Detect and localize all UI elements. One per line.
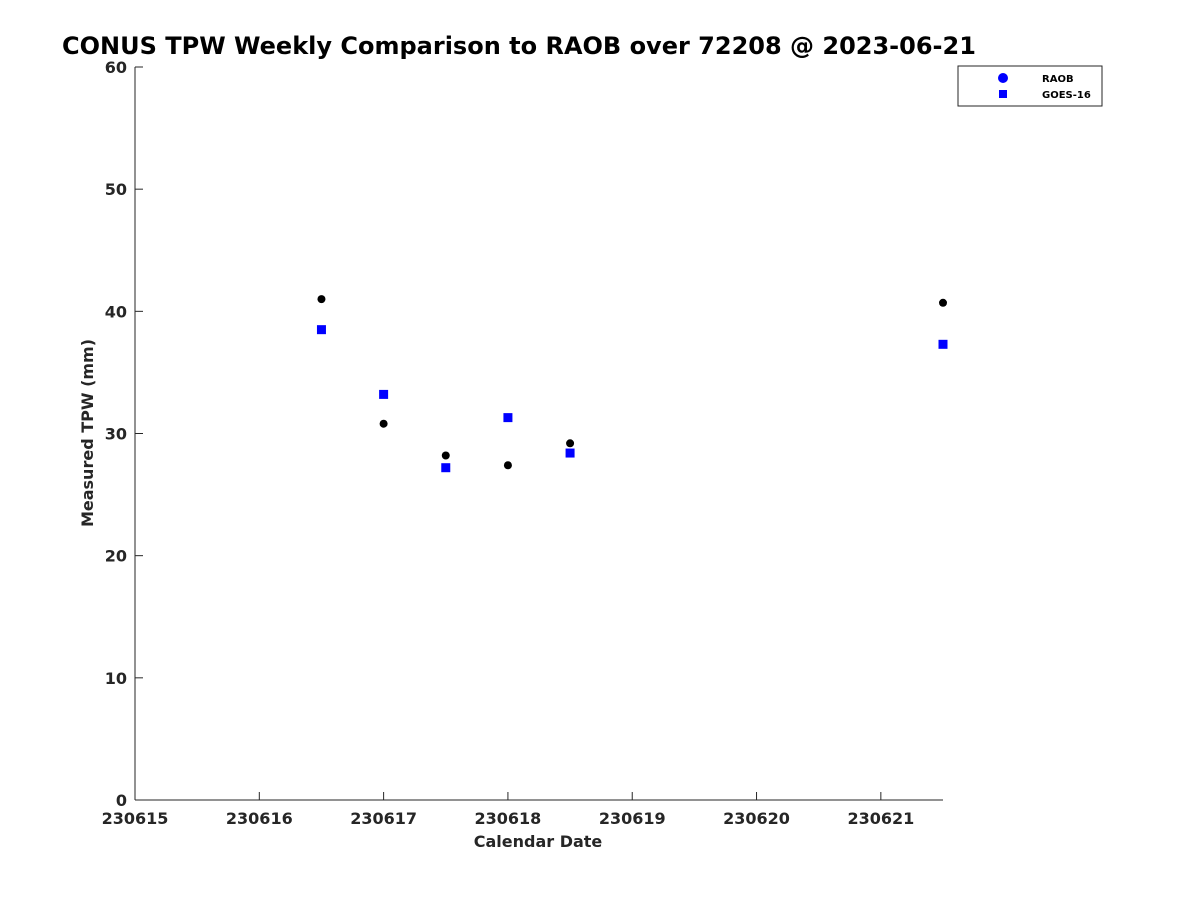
raob-point <box>379 419 388 428</box>
x-tick-label: 230615 <box>102 809 169 828</box>
goes16-point <box>565 448 575 458</box>
y-axis-label: Measured TPW (mm) <box>78 339 97 527</box>
goes16-point <box>316 325 326 335</box>
goes16-point <box>503 413 513 423</box>
goes16-point <box>379 389 389 399</box>
legend: RAOB GOES-16 <box>957 65 1103 107</box>
y-tick-label: 30 <box>105 425 127 444</box>
raob-point <box>566 439 575 448</box>
legend-label: RAOB <box>1042 74 1074 85</box>
goes16-point <box>441 463 451 473</box>
x-tick-label: 230618 <box>475 809 542 828</box>
y-tick-label: 20 <box>105 547 127 566</box>
legend-marker-goes16 <box>999 90 1007 98</box>
x-tick-label: 230621 <box>847 809 914 828</box>
legend-box <box>957 65 1103 107</box>
raob-point <box>441 451 450 460</box>
x-tick-label: 230620 <box>723 809 790 828</box>
y-tick-label: 40 <box>105 302 127 321</box>
y-tick-label: 0 <box>116 791 127 810</box>
raob-point <box>939 298 947 307</box>
x-tick-label: 230616 <box>226 809 293 828</box>
raob-point <box>317 295 326 304</box>
y-tick-label: 50 <box>105 180 127 199</box>
y-ticks: 0 10 20 30 40 50 60 <box>105 58 143 810</box>
goes16-point <box>938 339 948 349</box>
x-axis-label: Calendar Date <box>474 832 603 851</box>
data-points <box>316 295 948 473</box>
y-tick-label: 60 <box>105 58 127 77</box>
x-tick-label: 230617 <box>350 809 417 828</box>
chart-title: CONUS TPW Weekly Comparison to RAOB over… <box>62 32 976 60</box>
y-tick-label: 10 <box>105 669 127 688</box>
x-ticks: 230615 230616 230617 230618 230619 230620 2306… <box>102 792 914 828</box>
x-tick-label: 230619 <box>599 809 666 828</box>
legend-marker-raob <box>998 73 1008 83</box>
plot-area: 230615 230616 230617 230618 230619 230620 2306… <box>102 58 948 828</box>
legend-label: GOES-16 <box>1042 90 1091 101</box>
raob-point <box>503 461 512 470</box>
